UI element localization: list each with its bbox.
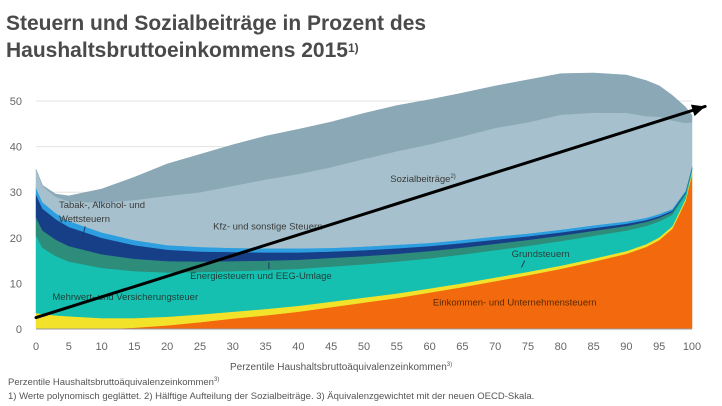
chart-title: Steuern und Sozialbeiträge in Prozent de…: [6, 10, 606, 64]
y-tick-label: 20: [10, 233, 22, 245]
x-tick-label: 30: [227, 341, 239, 353]
x-axis-label-text: Perzentile Haushaltsbruttoäquivalenzeink…: [230, 362, 447, 373]
x-tick-label: 0: [33, 341, 39, 353]
series-label: Einkommen- und Unternehmensteuern: [433, 297, 597, 308]
series-label: Energiesteuern und EEG-Umlage: [190, 271, 332, 282]
x-tick-label: 45: [325, 341, 337, 353]
y-tick-label: 10: [10, 278, 22, 290]
x-tick-label: 25: [194, 341, 206, 353]
pointer-grund: [520, 260, 526, 268]
x-tick-label: 40: [292, 341, 304, 353]
x-tick-label: 75: [522, 341, 534, 353]
x-tick-label: 50: [358, 341, 370, 353]
x-tick-label: 5: [66, 341, 72, 353]
footnotes: 1) Werte polynomisch geglättet. 2) Hälft…: [8, 391, 535, 402]
y-tick-label: 50: [10, 96, 22, 108]
series-labels: Tabak-, Alkohol- und Wettsteuern Kfz- und …: [52, 174, 596, 308]
annotation-overlay: [34, 104, 707, 320]
x-tick-label: 90: [620, 341, 632, 353]
x-tick-label: 10: [95, 341, 107, 353]
area-series: [35, 72, 693, 330]
x-tick-label: 55: [391, 341, 403, 353]
title-footnote-marker: 1): [347, 41, 359, 55]
series-label: Sozialbeiträge2): [390, 174, 456, 185]
x-tick-label: 85: [587, 341, 599, 353]
pointer-tabak: [81, 226, 86, 241]
series-label: Mehrwert- und Versicherungsteuer: [52, 292, 198, 303]
y-tick-label: 30: [10, 187, 22, 199]
x-tick-label: 70: [489, 341, 501, 353]
annotation-arrow-line: [34, 104, 707, 320]
x-axis-label-marker: 3): [446, 362, 453, 368]
y-tick-label: 40: [10, 142, 22, 154]
title-line-2-text: Haushaltsbruttoeinkommens 2015: [6, 39, 348, 62]
annotation-arrow-head: [690, 104, 706, 117]
x-tick-label: 100: [683, 341, 701, 353]
x-label-repeat: Perzentile Haushaltsbruttoäquivalenzeink…: [8, 377, 219, 388]
x-tick-label: 20: [161, 341, 173, 353]
title-line-1: Steuern und Sozialbeiträge in Prozent de…: [6, 12, 427, 35]
series-label: Wettsteuern: [59, 214, 110, 225]
x-tick-label: 35: [259, 341, 271, 353]
series-label-marker: 2): [450, 174, 455, 180]
title-line-2: Haushaltsbruttoeinkommens 20151): [6, 37, 606, 64]
area-series-7: [35, 72, 693, 203]
x-axis-label: Perzentile Haushaltsbruttoäquivalenzeink…: [230, 362, 452, 373]
x-tick-label: 95: [653, 341, 665, 353]
x-tick-label: 60: [423, 341, 435, 353]
series-label: Grundsteuern: [512, 249, 570, 260]
x-tick-label: 65: [456, 341, 468, 353]
x-tick-label: 15: [128, 341, 140, 353]
series-label: Tabak-, Alkohol- und: [59, 200, 145, 211]
y-tick-label: 0: [16, 324, 22, 336]
x-label-repeat-text: Perzentile Haushaltsbruttoäquivalenzeink…: [8, 377, 214, 388]
x-label-repeat-marker: 3): [213, 377, 220, 383]
x-tick-label: 80: [555, 341, 567, 353]
axes: 0 10 20 30 40 50 0 5 10 15 20 25 30 35 40 45 50 55 60 65 70 7…: [10, 96, 701, 353]
series-label: Kfz- und sonstige Steuern: [213, 222, 322, 233]
